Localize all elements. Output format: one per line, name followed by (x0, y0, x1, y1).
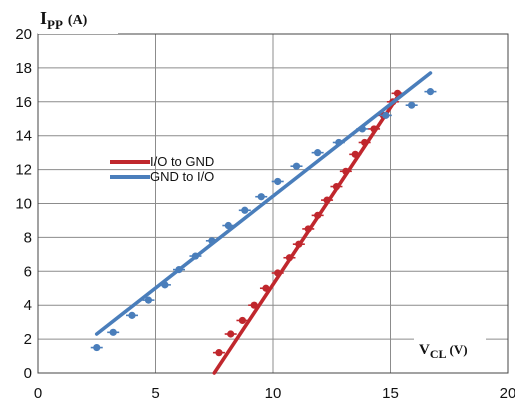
y-tick-label: 14 (15, 128, 32, 145)
series-i-o-to-gnd (212, 89, 404, 375)
legend: I/O to GND GND to I/O (110, 154, 214, 184)
y-tick-label: 2 (24, 331, 32, 348)
series-layer (90, 71, 437, 375)
x-tick-label: 0 (34, 385, 42, 402)
x-axis-title-unit: (V) (450, 342, 468, 357)
x-tick-label: 20 (500, 385, 515, 402)
x-axis-title: VCL (V) (419, 342, 468, 361)
trendline-gnd-to-i-o (94, 71, 433, 336)
x-tick-label: 15 (382, 385, 399, 402)
y-axis-title-main: I (40, 8, 47, 28)
x-tick-label: 5 (151, 385, 159, 402)
plot-area-frame (37, 33, 509, 374)
y-tick-label: 0 (24, 365, 32, 382)
y-tick-label: 8 (24, 229, 32, 246)
y-axis-title-unit: (A) (68, 13, 88, 28)
y-axis-title-bg (38, 6, 118, 34)
y-tick-label: 16 (15, 94, 32, 111)
gridlines (38, 34, 508, 373)
series-gnd-to-i-o (90, 71, 437, 352)
trendline-i-o-to-gnd (212, 91, 402, 375)
y-tick-label: 12 (15, 162, 32, 179)
y-tick-label: 6 (24, 263, 32, 280)
x-axis-title-sub: CL (430, 347, 447, 361)
y-tick-label: 10 (15, 196, 32, 213)
x-tick-label: 10 (265, 385, 282, 402)
y-tick-label: 20 (15, 26, 32, 43)
x-axis-title-main: V (419, 342, 430, 358)
y-tick-label: 18 (15, 60, 32, 77)
y-tick-label: 4 (24, 297, 32, 314)
legend-label-gnd-to-io: GND to I/O (150, 169, 214, 184)
y-axis-title: IPP (A) (40, 8, 88, 32)
tick-labels: 0 5 10 15 20 0 2 4 6 8 10 12 14 16 18 20 (15, 26, 515, 402)
y-axis-title-sub: PP (47, 17, 63, 32)
x-axis-title-bg (414, 336, 486, 362)
legend-label-io-to-gnd: I/O to GND (150, 154, 214, 169)
